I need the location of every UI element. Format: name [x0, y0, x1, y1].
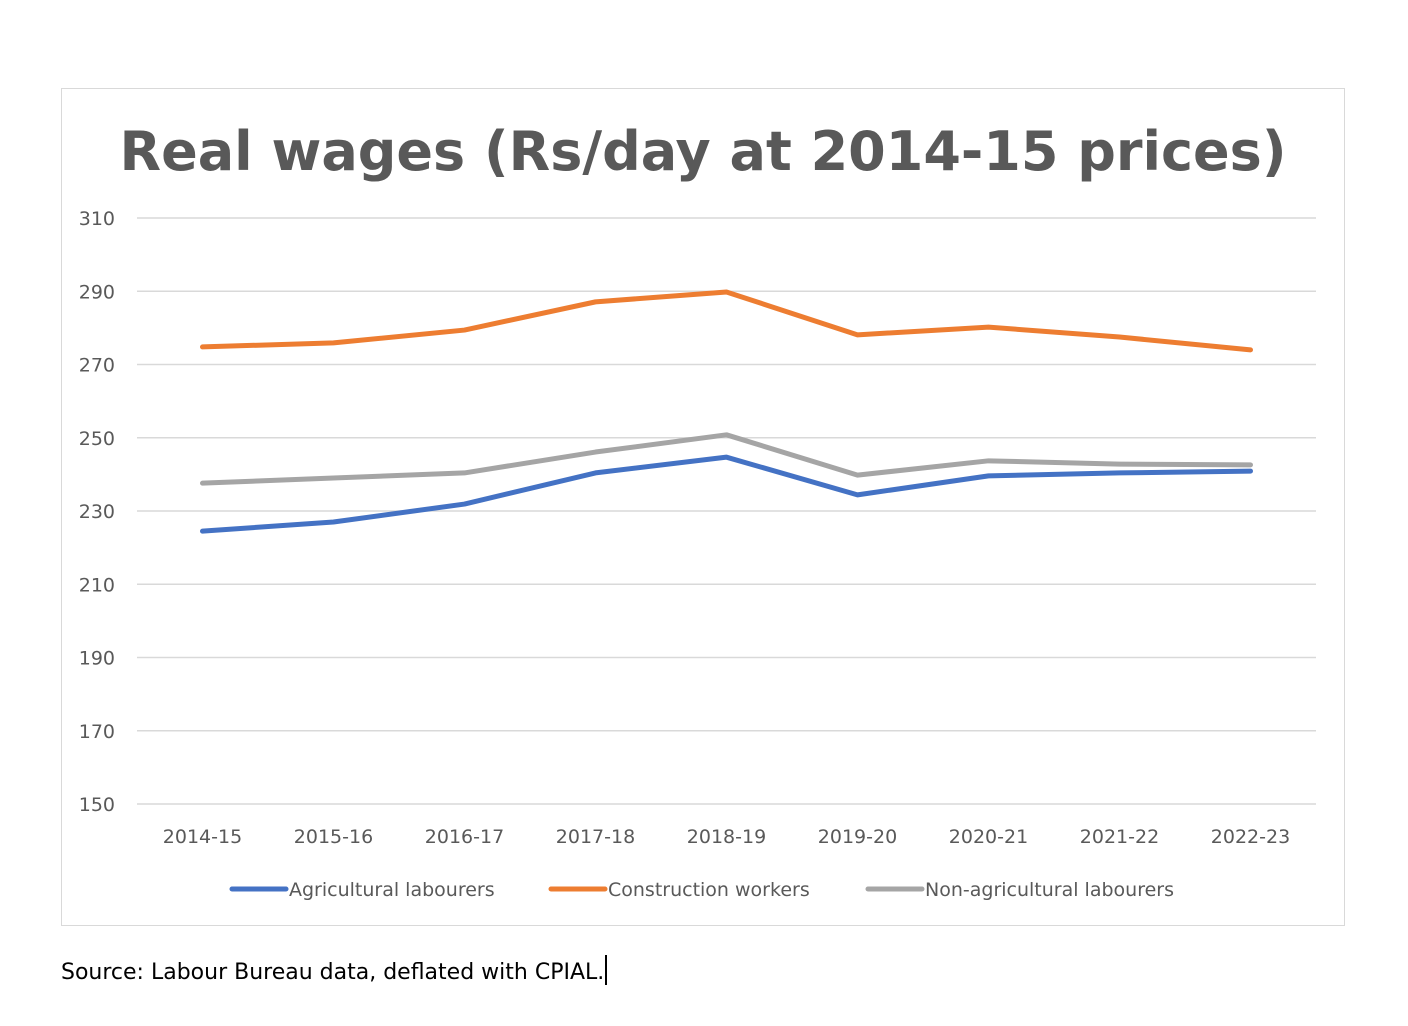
- y-tick-label: 190: [79, 648, 115, 670]
- source-text: Source: Labour Bureau data, deflated wit…: [61, 960, 605, 985]
- y-tick-label: 210: [79, 574, 115, 596]
- legend-label: Agricultural labourers: [289, 879, 495, 901]
- source-note: Source: Labour Bureau data, deflated wit…: [61, 955, 608, 985]
- y-tick-label: 230: [79, 501, 115, 523]
- x-tick-label: 2019-20: [818, 826, 897, 848]
- x-tick-label: 2018-19: [687, 826, 766, 848]
- y-tick-label: 250: [79, 428, 115, 450]
- text-cursor: [605, 955, 608, 985]
- y-tick-label: 270: [79, 355, 115, 377]
- chart-title: Real wages (Rs/day at 2014-15 prices): [119, 120, 1286, 183]
- x-tick-label: 2020-21: [949, 826, 1028, 848]
- x-tick-label: 2021-22: [1080, 826, 1159, 848]
- x-tick-label: 2017-18: [556, 826, 635, 848]
- line-chart: Real wages (Rs/day at 2014-15 prices) 150…: [79, 120, 1316, 901]
- y-tick-label: 170: [79, 721, 115, 743]
- y-tick-label: 150: [79, 794, 115, 816]
- legend-label: Non-agricultural labourers: [925, 879, 1174, 901]
- y-tick-label: 290: [79, 281, 115, 303]
- y-tick-label: 310: [79, 208, 115, 230]
- x-tick-label: 2015-16: [294, 826, 373, 848]
- series-line-1: [200, 289, 1253, 353]
- legend-label: Construction workers: [608, 879, 810, 901]
- x-tick-label: 2014-15: [163, 826, 242, 848]
- series-line-2: [200, 432, 1253, 486]
- x-tick-label: 2016-17: [425, 826, 504, 848]
- series-line-0: [200, 454, 1253, 534]
- chart-area: [61, 88, 1345, 926]
- x-tick-label: 2022-23: [1211, 826, 1290, 848]
